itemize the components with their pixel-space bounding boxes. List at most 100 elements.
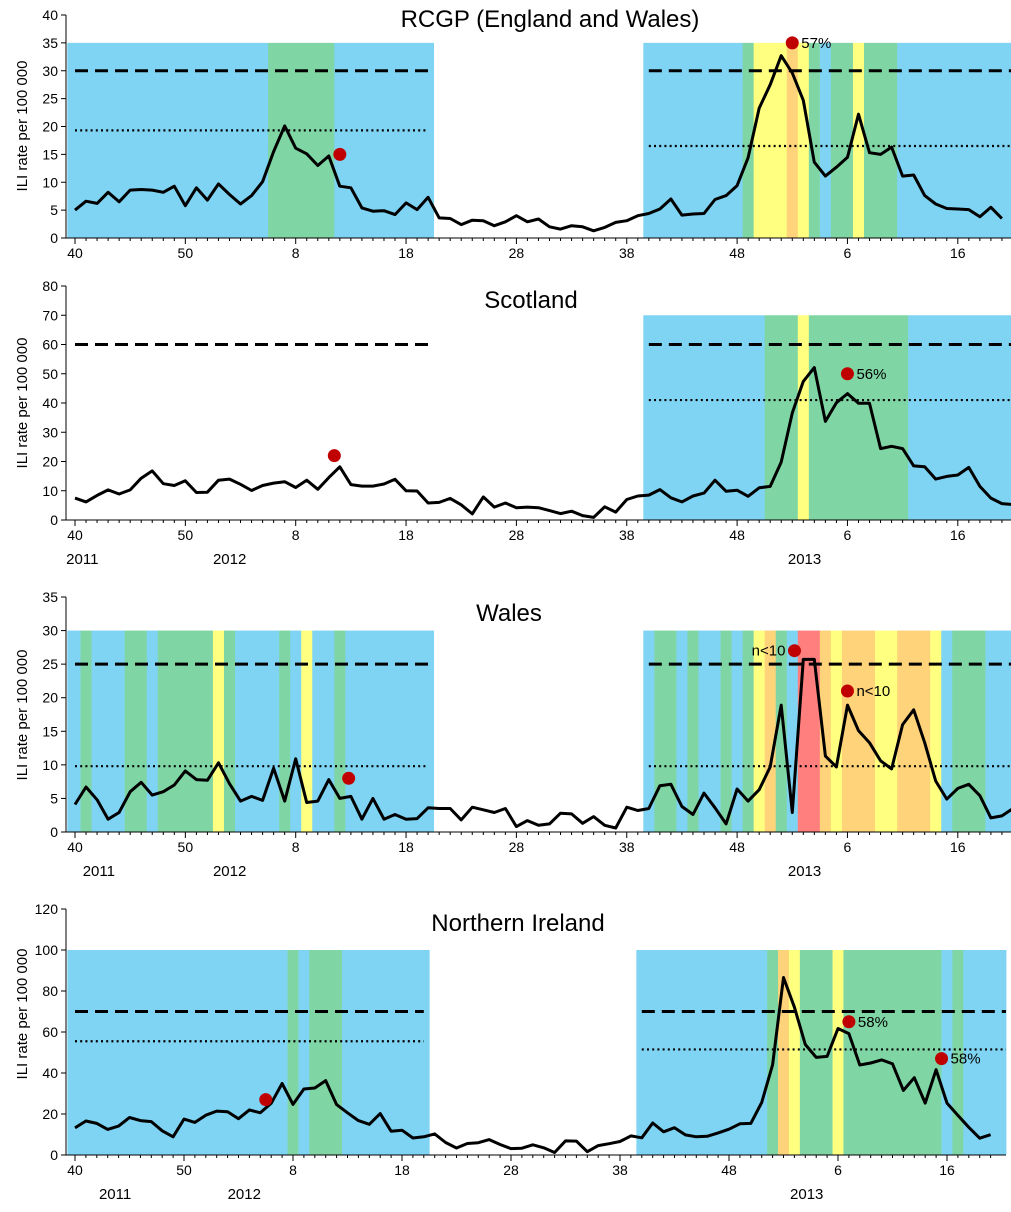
x-tick-label: 50 <box>178 527 194 543</box>
x-tick-label: 38 <box>612 1162 628 1178</box>
band-green <box>687 630 699 832</box>
band-green <box>654 630 677 832</box>
band-yellow <box>797 42 810 238</box>
x-tick-label: 48 <box>729 527 745 543</box>
band-yellow <box>875 630 898 832</box>
panel-wales: n<10 n<10 0 5 10 15 20 25 30 35 40 50 8 18 28 38 48 6 16 20… <box>14 589 1011 880</box>
y-tick-label: 20 <box>42 454 58 470</box>
marker-dot <box>333 147 347 161</box>
band-blue <box>146 630 159 832</box>
band-yellow <box>788 950 801 1155</box>
y-tick-label: 30 <box>42 424 58 440</box>
band-yellow <box>753 42 788 238</box>
x-tick-label: 38 <box>619 527 635 543</box>
y-tick-label: 25 <box>42 91 58 107</box>
y-tick-label: 15 <box>42 146 58 162</box>
band-blue <box>819 42 832 238</box>
year-label: 2013 <box>790 1186 823 1203</box>
y-axis-label: ILI rate per 100 000 <box>14 949 31 1080</box>
y-tick-label: 10 <box>42 174 58 190</box>
ili-rate-line <box>74 366 1011 519</box>
panel-title: Wales <box>476 600 542 627</box>
band-green <box>309 950 343 1155</box>
x-tick-label: 6 <box>834 1162 842 1178</box>
x-tick-label: 16 <box>950 527 966 543</box>
band-blue <box>298 950 310 1155</box>
band-orange <box>819 630 832 832</box>
x-tick-label: 50 <box>176 1162 192 1178</box>
activity-bands <box>67 42 1011 238</box>
marker-dot <box>342 771 356 785</box>
band-blue <box>698 630 721 832</box>
x-tick-label: 40 <box>67 839 83 855</box>
band-blue <box>786 630 799 832</box>
band-green <box>334 630 346 832</box>
band-green <box>742 630 755 832</box>
x-tick-label: 28 <box>509 245 525 261</box>
band-green <box>223 630 236 832</box>
y-tick-label: 120 <box>35 901 59 917</box>
band-blue <box>67 950 288 1155</box>
activity-bands <box>67 630 1011 832</box>
y-axis-label: ILI rate per 100 000 <box>14 61 31 192</box>
y-tick-label: 5 <box>50 202 58 218</box>
band-blue <box>731 630 744 832</box>
band-blue <box>941 630 953 832</box>
band-green <box>952 630 986 832</box>
y-tick-label: 35 <box>42 35 58 51</box>
x-tick-label: 48 <box>721 1162 737 1178</box>
marker-dot <box>935 1052 949 1066</box>
activity-bands <box>67 950 1007 1155</box>
band-green <box>808 42 821 238</box>
panel-title: RCGP (England and Wales) <box>401 6 700 33</box>
band-blue <box>985 630 1011 832</box>
y-tick-label: 60 <box>42 337 58 353</box>
band-green <box>830 42 854 238</box>
y-tick-label: 10 <box>42 757 58 773</box>
x-tick-label: 18 <box>398 527 414 543</box>
band-blue <box>676 630 688 832</box>
ili-rate-line <box>74 54 1003 233</box>
panel-scotland: 56% 0 10 20 30 40 50 60 70 80 40 50 8 18 28 38 48 6 16 2011… <box>14 278 1011 568</box>
y-tick-label: 0 <box>50 824 58 840</box>
x-tick-label: 18 <box>398 839 414 855</box>
y-tick-label: 30 <box>42 63 58 79</box>
ili-rate-line <box>73 657 1011 830</box>
band-blue <box>643 42 744 238</box>
x-tick-label: 48 <box>729 839 745 855</box>
y-tick-label: 0 <box>50 230 58 246</box>
x-tick-label: 28 <box>509 527 525 543</box>
x-tick-label: 6 <box>844 527 852 543</box>
x-tick-label: 50 <box>178 839 194 855</box>
x-tick-label: 28 <box>509 839 525 855</box>
band-blue <box>345 630 435 832</box>
x-tick-label: 40 <box>67 527 83 543</box>
panel-northern-ireland: 58% 58% 0 20 40 60 80 100 120 40 50 8 18 28 38 48 6 16 201… <box>14 901 1007 1203</box>
x-tick-label: 6 <box>844 245 852 261</box>
year-label: 2011 <box>83 863 115 880</box>
x-tick-label: 8 <box>292 839 300 855</box>
y-tick-label: 80 <box>42 983 58 999</box>
year-label: 2011 <box>66 551 98 568</box>
band-orange <box>764 630 777 832</box>
panel-title: Northern Ireland <box>431 910 604 937</box>
y-tick-label: 60 <box>42 1024 58 1040</box>
band-blue <box>643 315 766 520</box>
y-tick-label: 30 <box>42 623 58 639</box>
band-yellow <box>930 630 942 832</box>
y-tick-label: 20 <box>42 1106 58 1122</box>
y-tick-label: 0 <box>50 1147 58 1163</box>
y-tick-label: 40 <box>42 7 58 23</box>
panel-rcgp-england-wales: 57% 0 5 10 15 20 25 30 35 40 40 50 8 18 28 38 48 6 16 RCGP … <box>14 6 1011 261</box>
band-yellow <box>830 630 843 832</box>
band-yellow <box>797 315 810 520</box>
y-tick-label: 80 <box>42 278 58 294</box>
y-tick-label: 70 <box>42 307 58 323</box>
year-label: 2013 <box>788 551 821 568</box>
band-green <box>775 630 788 832</box>
band-yellow <box>832 950 844 1155</box>
y-axis-label: ILI rate per 100 000 <box>14 338 31 469</box>
x-tick-label: 16 <box>950 839 966 855</box>
marker-dot <box>787 644 801 658</box>
band-orange <box>778 950 790 1155</box>
